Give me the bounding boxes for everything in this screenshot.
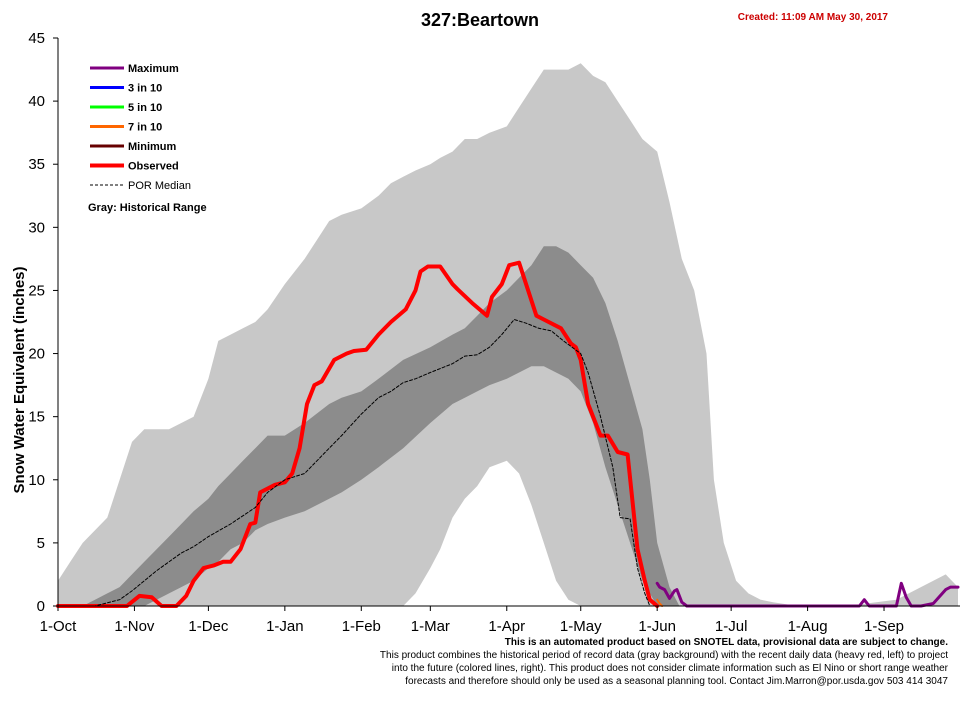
footnote-line-3: into the future (colored lines, right). … — [392, 663, 949, 674]
x-tick-label: 1-Jan — [266, 618, 304, 635]
x-tick-label: 1-Feb — [342, 618, 381, 635]
legend-gray-note: Gray: Historical Range — [88, 202, 207, 214]
x-tick-label: 1-Jul — [715, 618, 748, 635]
legend-label: Observed — [128, 161, 179, 173]
legend: Maximum 3 in 10 5 in 10 7 in 10 Minimum Obser… — [90, 63, 191, 192]
series-por-median — [57, 319, 651, 607]
x-tick-label: 1-Sep — [864, 618, 904, 635]
y-tick-label: 30 — [28, 219, 45, 236]
x-tick-label: 1-Jun — [638, 618, 676, 635]
footnote-line-4: forecasts and therefore should only be u… — [405, 676, 948, 687]
y-tick-label: 20 — [28, 346, 45, 363]
legend-label: Maximum — [128, 63, 179, 75]
chart-title: 327:Beartown — [421, 10, 539, 30]
series-observed — [56, 260, 660, 608]
y-tick-label: 5 — [37, 535, 45, 552]
y-tick-label: 40 — [28, 93, 45, 110]
x-tick-label: 1-Aug — [788, 618, 828, 635]
x-tick-label: 1-Dec — [188, 618, 229, 635]
legend-label: 5 in 10 — [128, 102, 162, 114]
x-axis-ticks: 1-Oct 1-Nov 1-Dec 1-Jan 1-Feb 1-Mar 1-Apr 1-May… — [40, 606, 904, 635]
y-axis-ticks: 0 5 10 15 20 25 30 35 40 45 — [28, 30, 58, 615]
x-tick-label: 1-Oct — [40, 618, 78, 635]
y-tick-label: 15 — [28, 409, 45, 426]
y-tick-label: 35 — [28, 156, 45, 173]
footnote-line-2: This product combines the historical per… — [380, 650, 948, 661]
x-tick-label: 1-May — [560, 618, 602, 635]
x-tick-label: 1-Apr — [488, 618, 525, 635]
y-tick-label: 10 — [28, 472, 45, 489]
legend-label: Minimum — [128, 141, 176, 153]
footnote-line-1: This is an automated product based on SN… — [505, 637, 948, 648]
series-7-in-10 — [656, 598, 664, 607]
x-tick-label: 1-Nov — [114, 618, 155, 635]
y-axis-label: Snow Water Equivalent (inches) — [11, 267, 28, 494]
legend-label: 3 in 10 — [128, 83, 162, 95]
y-tick-label: 25 — [28, 282, 45, 299]
created-timestamp: Created: 11:09 AM May 30, 2017 — [738, 12, 889, 23]
typical-range-band — [82, 246, 680, 607]
legend-label: POR Median — [128, 180, 191, 192]
legend-label: 7 in 10 — [128, 122, 162, 134]
y-tick-label: 0 — [37, 598, 45, 615]
y-tick-label: 45 — [28, 30, 45, 47]
x-tick-label: 1-Mar — [411, 618, 450, 635]
